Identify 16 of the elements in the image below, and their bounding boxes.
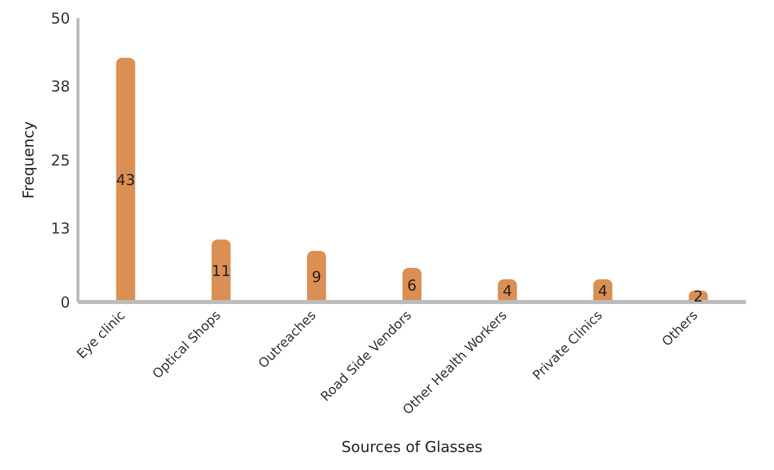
y-tick-label: 13	[50, 219, 70, 238]
y-axis-title: Frequency	[19, 121, 38, 199]
y-tick-label: 38	[50, 77, 70, 96]
y-tick-label: 50	[50, 9, 70, 28]
y-tick-label: 0	[60, 293, 70, 312]
x-axis-title: Sources of Glasses	[342, 438, 483, 456]
y-tick-label: 25	[50, 151, 70, 170]
data-label: 4	[502, 282, 512, 300]
data-label: 43	[116, 171, 136, 190]
bar	[307, 250, 326, 302]
bar	[212, 240, 231, 302]
data-label: 4	[598, 282, 608, 300]
data-label: 11	[212, 262, 231, 280]
data-label: 6	[407, 276, 417, 294]
bar	[116, 58, 136, 302]
data-label: 9	[312, 268, 322, 286]
